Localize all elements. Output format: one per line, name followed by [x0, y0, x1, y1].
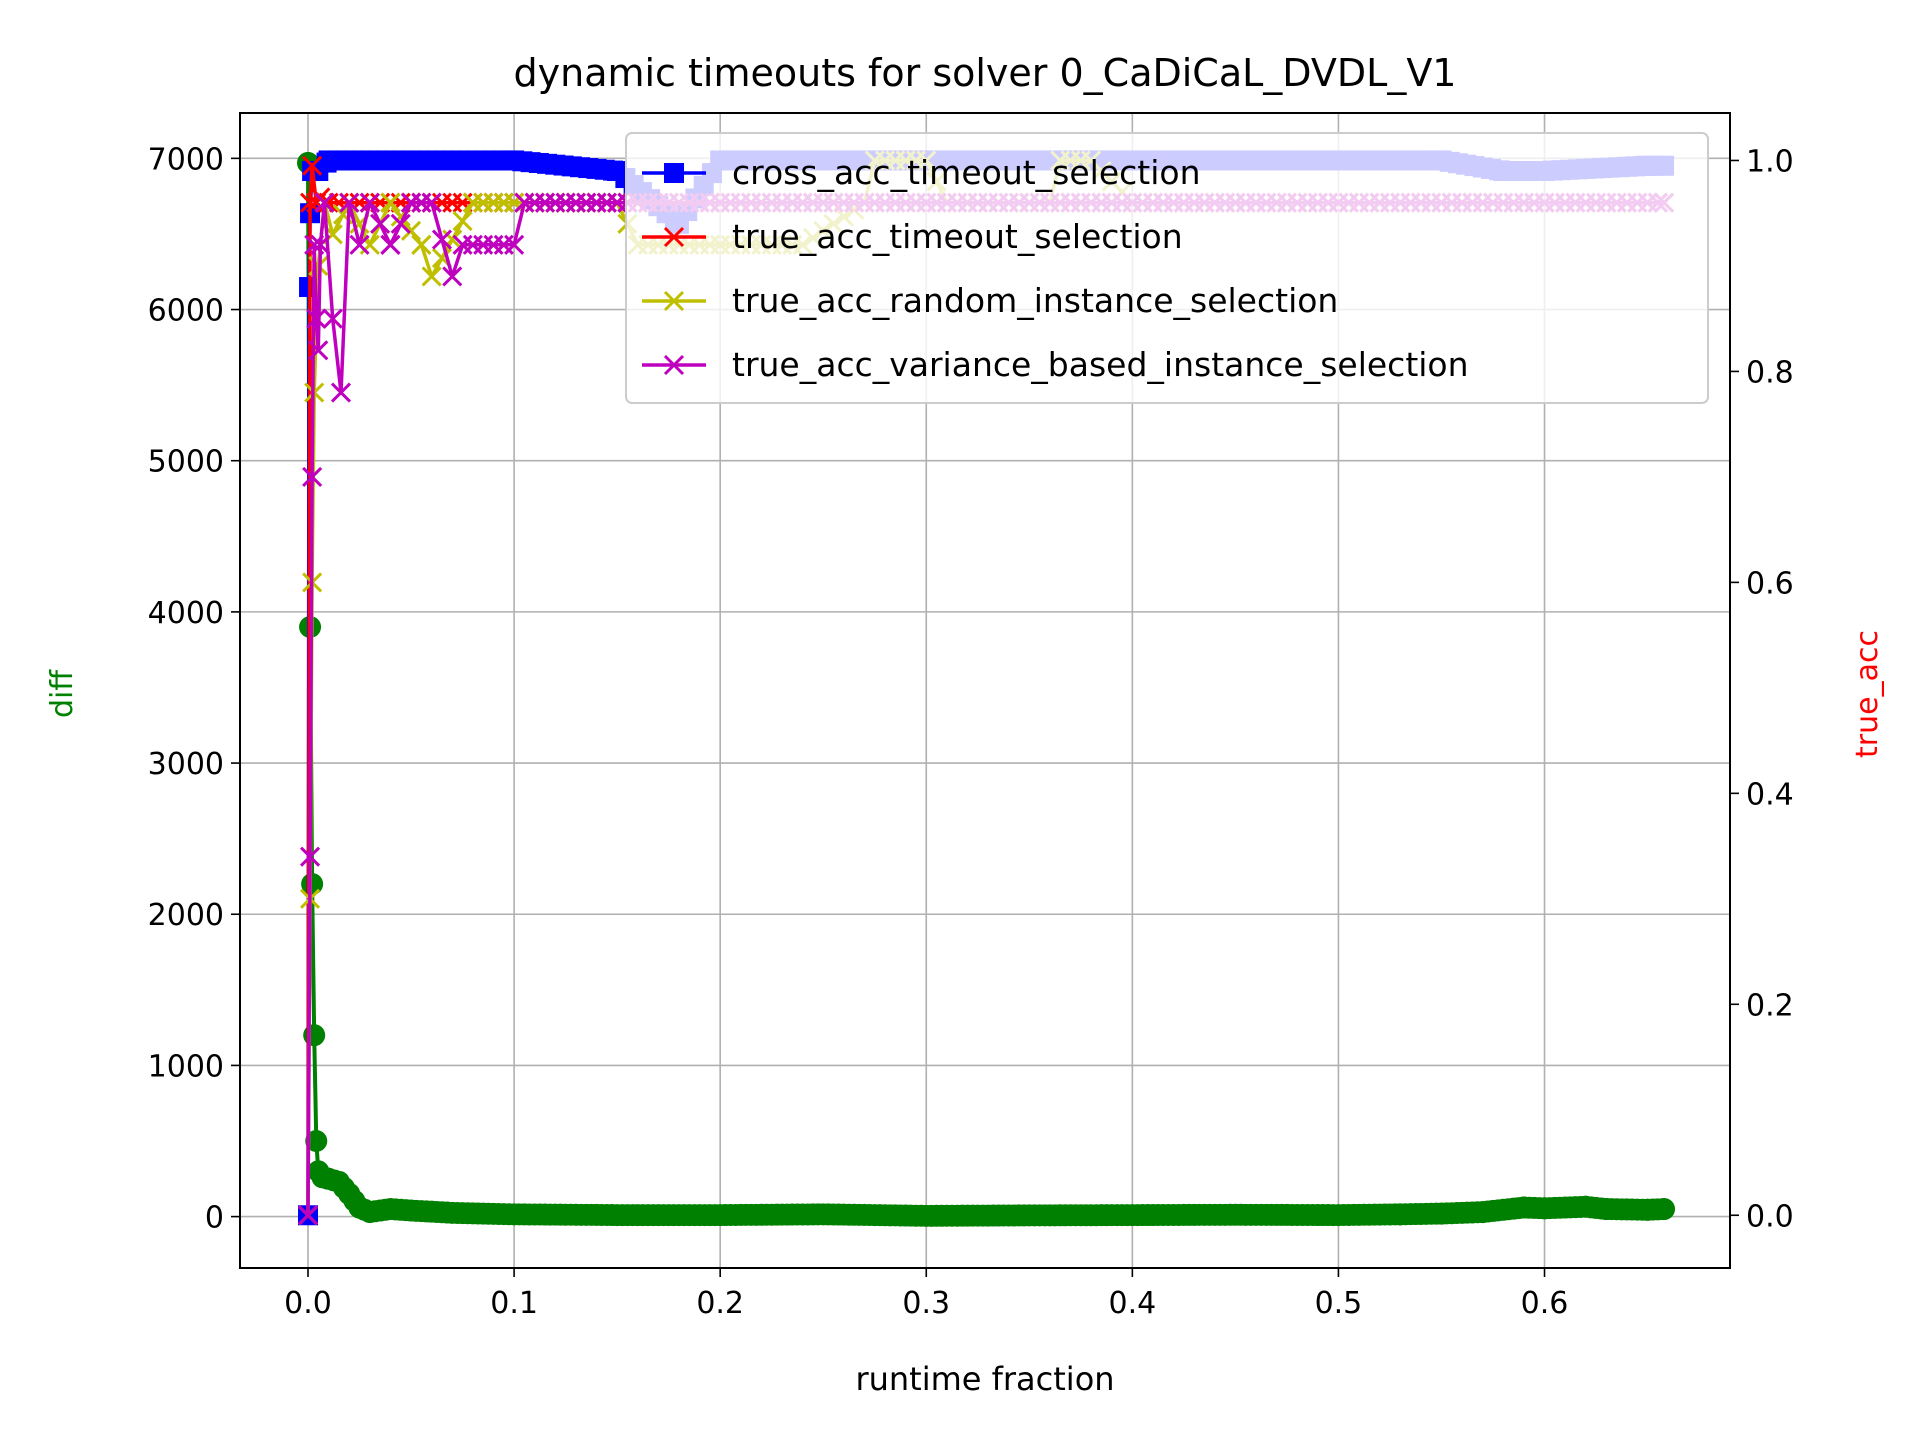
legend-marker — [663, 354, 685, 376]
legend-label: true_acc_variance_based_instance_selecti… — [732, 345, 1469, 384]
x-tick-label: 0.5 — [1315, 1286, 1363, 1321]
y-right-tick-label: 0.8 — [1746, 355, 1794, 390]
data-point — [330, 382, 352, 403]
y-right-tick-label: 0.4 — [1746, 777, 1794, 812]
y-axis-left-label: diff — [45, 669, 80, 718]
x-tick-label: 0.3 — [902, 1286, 950, 1321]
data-point — [308, 340, 329, 361]
y-axis-right-label: true_acc — [1850, 630, 1885, 758]
x-axis-label: runtime fraction — [855, 1360, 1114, 1398]
data-point — [431, 229, 453, 250]
data-point — [421, 192, 442, 213]
data-point — [411, 234, 432, 255]
legend-label: true_acc_timeout_selection — [732, 217, 1183, 256]
data-point — [421, 266, 442, 287]
x-tick-label: 0.4 — [1108, 1286, 1156, 1321]
legend-label: cross_acc_timeout_selection — [732, 153, 1201, 192]
data-point — [300, 846, 321, 867]
plot-area-frame — [239, 112, 1731, 1269]
x-tick-label: 0.1 — [490, 1286, 538, 1321]
data-point — [1653, 1198, 1676, 1221]
data-point — [339, 192, 360, 213]
legend-box — [625, 132, 1709, 404]
data-point — [504, 234, 525, 255]
data-point — [400, 220, 422, 241]
data-point — [349, 234, 370, 255]
y-right-tick-label: 1.0 — [1746, 144, 1794, 179]
y-left-tick-label: 6000 — [148, 294, 224, 329]
data-point — [305, 1130, 328, 1153]
data-point — [442, 266, 463, 287]
data-point — [359, 192, 380, 213]
data-point — [322, 308, 343, 329]
legend: cross_acc_timeout_selection true_acc_time… — [625, 132, 1709, 404]
x-tick-label: 0.2 — [696, 1286, 744, 1321]
y-left-tick-label: 5000 — [148, 445, 224, 480]
legend-marker — [663, 226, 685, 248]
data-point — [380, 192, 401, 213]
data-point — [302, 155, 323, 176]
legend-marker — [663, 290, 685, 312]
data-point — [380, 234, 401, 255]
data-point — [297, 1205, 319, 1226]
x-tick-label: 0.6 — [1521, 1286, 1569, 1321]
data-point — [306, 308, 327, 329]
legend-label: true_acc_random_instance_selection — [732, 281, 1338, 320]
x-tick-label: 0.0 — [284, 1286, 332, 1321]
y-left-tick-label: 1000 — [148, 1049, 224, 1084]
data-point — [304, 234, 325, 255]
y-right-tick-label: 0.2 — [1746, 988, 1794, 1023]
y-left-tick-label: 2000 — [148, 898, 224, 933]
y-left-tick-label: 4000 — [148, 596, 224, 631]
data-point — [302, 466, 323, 487]
y-right-tick-label: 0.0 — [1746, 1199, 1794, 1234]
y-left-tick-label: 3000 — [148, 747, 224, 782]
legend-marker — [664, 163, 684, 183]
data-point — [314, 192, 335, 213]
data-point — [300, 192, 321, 213]
data-point — [452, 211, 473, 232]
y-left-tick-label: 0 — [205, 1201, 224, 1236]
axis-ticks: 0.0 0.1 0.2 0.3 0.4 0.5 0.6 0 1000 2000 3000 4000 50… — [148, 142, 1794, 1321]
chart-title: dynamic timeouts for solver 0_CaDiCaL_DV… — [514, 51, 1457, 95]
y-left-tick-label: 7000 — [148, 142, 224, 177]
data-point — [390, 213, 411, 234]
data-point — [310, 234, 331, 255]
data-point — [370, 213, 391, 234]
y-right-tick-label: 0.6 — [1746, 566, 1794, 601]
